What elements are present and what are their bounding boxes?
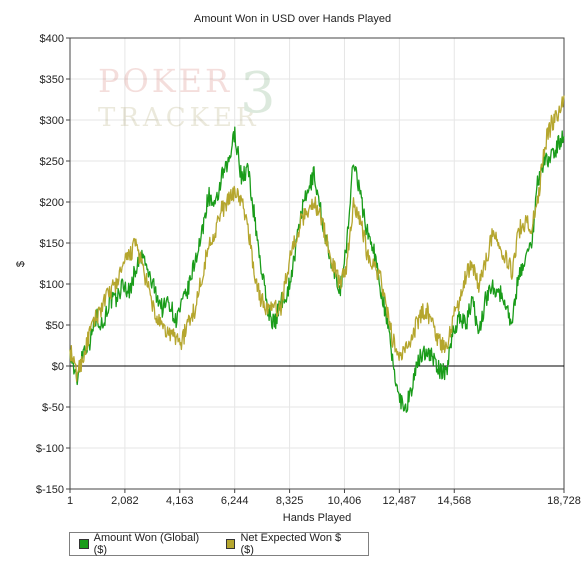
x-tick-label: 2,082 <box>111 495 139 507</box>
y-tick-label: $150 <box>40 238 64 250</box>
y-tick-label: $350 <box>40 74 64 86</box>
series-line-1 <box>69 95 565 382</box>
y-tick-label: $-150 <box>36 484 64 496</box>
legend-swatch <box>225 539 236 549</box>
x-tick-label: 4,163 <box>166 495 194 507</box>
x-tick-label: 8,325 <box>276 495 304 507</box>
poker-tracker-watermark-logo: POKER TRACKER 3 <box>98 61 276 133</box>
y-tick-label: $250 <box>40 156 64 168</box>
legend-swatch <box>79 539 89 549</box>
y-tick-label: $50 <box>46 320 64 332</box>
y-tick-label: $-100 <box>36 443 64 455</box>
legend-item: Net Expected Won $ ($) <box>225 532 352 556</box>
x-tick-label: 1 <box>67 495 73 507</box>
y-axis-label: $ <box>15 261 27 267</box>
watermark-text-tracker: TRACKER <box>98 103 260 133</box>
x-tick-label: 12,487 <box>383 495 417 507</box>
y-tick-label: $100 <box>40 279 64 291</box>
legend-label: Amount Won (Global) ($) <box>93 532 200 556</box>
y-tick-label: $0 <box>52 361 64 373</box>
x-axis-label: Hands Played <box>283 512 352 524</box>
legend-label: Net Expected Won $ ($) <box>240 532 342 556</box>
y-axis: $400 $350 $300 $250 $200 $150 $100 $50 $0 $-50 $-1… <box>36 33 70 496</box>
y-tick-label: $200 <box>40 197 64 209</box>
series-lines <box>69 95 565 413</box>
x-axis: 1 2,082 4,163 6,244 8,325 10,406 12,487 14,568 1… <box>67 489 581 507</box>
series-line-0 <box>69 126 565 413</box>
watermark-badge: 3 <box>240 61 276 126</box>
y-tick-label: $400 <box>40 33 64 45</box>
legend-item: Amount Won (Global) ($) <box>79 532 210 556</box>
x-tick-label: 6,244 <box>221 495 249 507</box>
y-tick-label: $-50 <box>42 402 64 414</box>
legend: Amount Won (Global) ($) Net Expected Won … <box>69 532 369 556</box>
x-tick-label: 14,568 <box>437 495 471 507</box>
x-tick-label: 18,728 <box>547 495 581 507</box>
watermark-text-poker: POKER <box>98 62 232 100</box>
plot-area-frame <box>69 37 565 490</box>
y-tick-label: $300 <box>40 115 64 127</box>
chart-title: Amount Won in USD over Hands Played <box>193 13 392 25</box>
x-tick-label: 10,406 <box>328 495 362 507</box>
